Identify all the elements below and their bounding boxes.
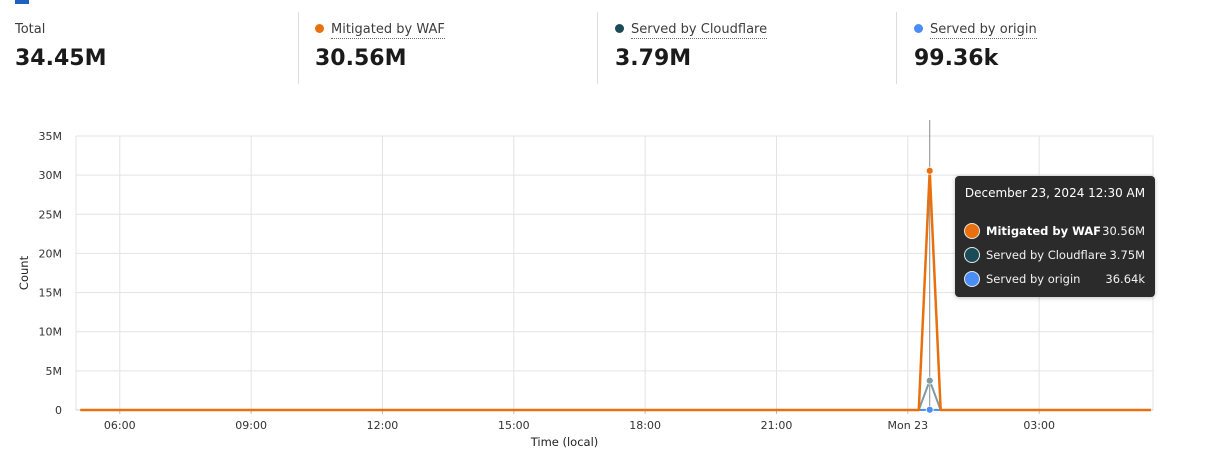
tooltip-origin-value: 36.64k	[1105, 272, 1145, 286]
tooltip-mitigated-swatch-icon	[964, 223, 980, 239]
series-line-1	[80, 379, 1151, 411]
stat-served-cloudflare-value: 3.79M	[615, 46, 692, 71]
stat-total: Total 34.45M	[15, 12, 295, 84]
stat-served-origin-label[interactable]: Served by origin	[930, 22, 1037, 39]
tooltip-row-cloudflare: Served by Cloudflare 3.75M	[964, 247, 1145, 265]
tooltip-origin-name: Served by origin	[986, 272, 1081, 286]
y-axis-title: Count	[17, 255, 31, 290]
x-tick-label: 03:00	[1023, 419, 1055, 432]
x-tick-label: Mon 23	[887, 419, 928, 432]
x-tick-label: 15:00	[498, 419, 530, 432]
x-tick-label: 06:00	[104, 419, 136, 432]
stat-served-cloudflare[interactable]: Served by Cloudflare 3.79M	[597, 12, 896, 84]
y-tick-label: 15M	[39, 287, 63, 300]
series-point-0	[925, 166, 934, 175]
y-tick-label: 35M	[39, 130, 63, 143]
origin-dot-icon	[914, 24, 923, 33]
tooltip-mitigated-value: 30.56M	[1102, 224, 1145, 238]
stat-served-origin[interactable]: Served by origin 99.36k	[896, 12, 1197, 84]
cloudflare-dot-icon	[615, 24, 624, 33]
tooltip-cloudflare-swatch-icon	[964, 247, 980, 263]
series-point-2	[925, 405, 934, 414]
stat-served-cloudflare-label[interactable]: Served by Cloudflare	[631, 22, 768, 39]
stat-total-value: 34.45M	[15, 46, 107, 71]
stat-mitigated[interactable]: Mitigated by WAF 30.56M	[298, 12, 597, 84]
corner-accent	[15, 0, 29, 4]
series-point-1	[925, 376, 934, 385]
mitigated-dot-icon	[315, 24, 324, 33]
tooltip-title: December 23, 2024 12:30 AM	[964, 186, 1146, 200]
stat-total-label: Total	[15, 22, 46, 37]
tooltip-cloudflare-value: 3.75M	[1109, 248, 1145, 262]
tooltip-mitigated-name: Mitigated by WAF	[986, 224, 1102, 238]
x-tick-label: 12:00	[367, 419, 399, 432]
summary-stats: Total 34.45M Mitigated by WAF 30.56M Ser…	[0, 12, 1211, 84]
x-tick-label: 18:00	[629, 419, 661, 432]
y-tick-label: 10M	[39, 326, 63, 339]
y-tick-label: 30M	[39, 169, 63, 182]
x-axis-title: Time (local)	[530, 435, 599, 449]
chart-tooltip: December 23, 2024 12:30 AM Mitigated by …	[955, 176, 1155, 297]
x-tick-label: 09:00	[235, 419, 267, 432]
tooltip-row-origin: Served by origin 36.64k	[964, 271, 1145, 289]
tooltip-cloudflare-name: Served by Cloudflare	[986, 248, 1107, 262]
stat-mitigated-label[interactable]: Mitigated by WAF	[331, 22, 445, 39]
x-tick-label: 21:00	[761, 419, 793, 432]
stat-served-origin-value: 99.36k	[914, 46, 999, 71]
y-tick-label: 5M	[46, 365, 63, 378]
tooltip-row-mitigated: Mitigated by WAF 30.56M	[964, 223, 1145, 241]
stat-mitigated-value: 30.56M	[315, 46, 407, 71]
tooltip-origin-swatch-icon	[964, 271, 980, 287]
y-tick-label: 0	[55, 404, 62, 417]
y-tick-label: 25M	[39, 208, 63, 221]
y-tick-label: 20M	[39, 247, 63, 260]
